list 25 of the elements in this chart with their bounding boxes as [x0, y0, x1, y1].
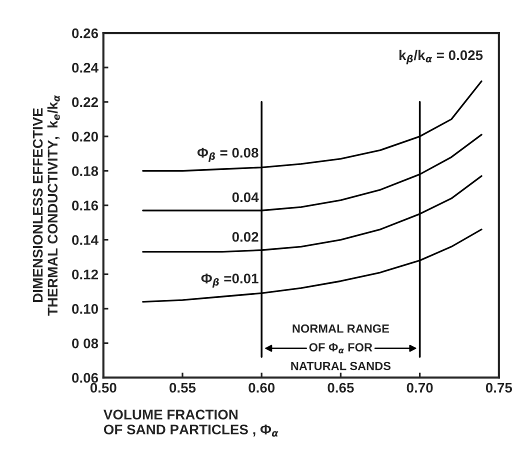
series-label: Φ$_{β}$ = 0.08	[197, 148, 258, 162]
y-tick-label: 0.16	[72, 200, 98, 210]
series-label: 0.02	[232, 232, 258, 242]
y-tick-label: 0.10	[72, 304, 98, 314]
series-label: Φ$_{β}$ =0.01	[201, 274, 258, 288]
y-tick-label: 0.22	[72, 97, 98, 108]
y-tick-label: 0 08	[72, 338, 98, 348]
y-tick-label: 0.26	[72, 28, 98, 38]
x-tick-label: 0.65	[328, 382, 354, 393]
annotation: k$_{β}$/k$_{α}$ = 0.025	[399, 50, 483, 64]
y-tick-label: 0.20	[72, 132, 98, 142]
y-tick-label: 0.24	[72, 62, 98, 73]
ref-line-label: NORMAL RANGE OF Φ$_{α}$ FOR NATURAL SANDS	[291, 324, 391, 370]
y-tick-label: 0.14	[72, 235, 98, 245]
x-tick-label: 0.75	[486, 382, 512, 393]
y-tick-label: 0.12	[72, 270, 98, 280]
x-tick-label: 0.60	[248, 382, 275, 393]
x-tick-label: 0.55	[170, 382, 196, 393]
x-tick-label: 0.50	[90, 382, 116, 393]
x-tick-label: 0.70	[406, 382, 433, 393]
series-label: 0.04	[232, 192, 259, 202]
y-tick-label: 0.06	[72, 372, 98, 383]
x-axis-title: VOLUME FRACTION OF SAND PARTICLES , Φ$_{α}$	[103, 410, 278, 437]
y-axis-title: DIMENSIONLESS EFFECTIVE THERMAL CONDUCTIVITY, k$_{e}$/k$_{α}$	[32, 95, 60, 316]
y-tick-label: 0.18	[72, 166, 98, 176]
